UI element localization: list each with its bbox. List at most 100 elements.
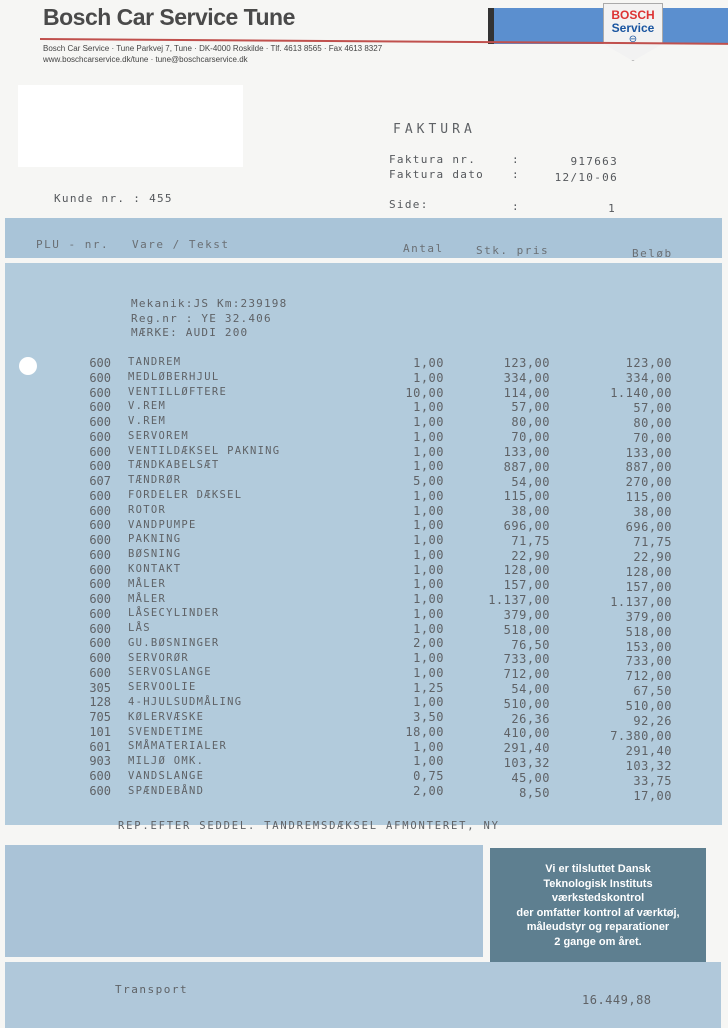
- company-name: Bosch Car Service Tune: [43, 4, 295, 30]
- cell-amount: 510,00: [625, 699, 672, 714]
- cell-amount: 133,00: [625, 445, 672, 460]
- cell-plu: 705: [89, 710, 111, 724]
- sep: :: [512, 168, 520, 181]
- line-item-row: 600 GU.BØSNINGER 2,00 76,50 153,00: [0, 636, 728, 653]
- cell-qty: 1,00: [413, 562, 444, 577]
- notice-line: 2 gange om året.: [554, 935, 642, 948]
- cell-amount: 712,00: [625, 669, 672, 684]
- logo-brand: BOSCH: [611, 8, 655, 22]
- cell-price: 71,75: [511, 533, 550, 548]
- cell-price: 379,00: [503, 607, 550, 622]
- cell-price: 1.137,00: [488, 593, 550, 608]
- cell-amount: 887,00: [625, 460, 672, 475]
- cell-qty: 1,00: [413, 429, 444, 444]
- cell-text: SERVORØR: [128, 651, 189, 664]
- transport-label: Transport: [115, 983, 189, 996]
- cell-qty: 1,00: [413, 547, 444, 562]
- cell-price: 510,00: [503, 696, 550, 711]
- cell-text: FORDELER DÆKSEL: [128, 489, 243, 502]
- cell-amount: 518,00: [625, 624, 672, 639]
- cell-qty: 1,00: [413, 665, 444, 680]
- sep: :: [512, 200, 520, 213]
- cell-price: 133,00: [503, 444, 550, 459]
- cell-plu: 600: [89, 651, 111, 665]
- cell-text: SMÅMATERIALER: [128, 740, 228, 753]
- cell-text: SVENDETIME: [128, 725, 205, 738]
- cell-qty: 1,00: [413, 621, 444, 636]
- cell-text: LÅS: [128, 622, 151, 635]
- cell-qty: 1,00: [413, 370, 444, 385]
- cell-amount: 92,26: [633, 714, 672, 729]
- customer-number: Kunde nr. : 455: [54, 192, 173, 205]
- cell-plu: 600: [89, 562, 111, 577]
- cell-amount: 7.380,00: [610, 729, 672, 744]
- line-item-row: 600 TANDREM 1,00 123,00 123,00: [0, 356, 728, 371]
- table-body-band: [5, 263, 722, 825]
- cell-price: 8,50: [519, 785, 550, 800]
- line-item-row: 600 VENTILLØFTERE 10,00 114,00 1.140,00: [0, 386, 728, 401]
- cell-price: 80,00: [511, 415, 550, 430]
- cell-amount: 157,00: [625, 579, 672, 594]
- cell-price: 518,00: [503, 622, 550, 637]
- line-item-row: 600 PAKNING 1,00 71,75 71,75: [0, 533, 728, 550]
- cell-qty: 5,00: [413, 474, 444, 488]
- cell-price: 70,00: [511, 430, 550, 445]
- cell-price: 123,00: [503, 356, 550, 370]
- punch-hole: [19, 357, 37, 375]
- cell-qty: 1,00: [413, 577, 444, 592]
- cell-amount: 334,00: [625, 370, 672, 385]
- notes-band: [5, 845, 483, 957]
- line-item-row: 600 LÅS 1,00 518,00 518,00: [0, 621, 728, 639]
- cell-text: MEDLØBERHJUL: [128, 370, 220, 383]
- invoice-date-label: Faktura dato: [389, 168, 485, 181]
- cell-qty: 1,25: [413, 680, 444, 695]
- cell-plu: 600: [89, 769, 111, 783]
- cell-plu: 600: [89, 488, 111, 503]
- cell-price: 291,40: [503, 741, 550, 756]
- cell-text: SERVOREM: [128, 429, 189, 442]
- cell-text: V.REM: [128, 400, 167, 413]
- line-item-row: 600 VANDSLANGE 0,75 45,00 33,75: [0, 769, 728, 788]
- cell-qty: 1,00: [413, 695, 444, 710]
- line-item-row: 903 MILJØ OMK. 1,00 103,32 103,32: [0, 754, 728, 773]
- cell-text: SERVOSLANGE: [128, 666, 212, 679]
- cell-amount: 270,00: [625, 475, 672, 490]
- cell-qty: 1,00: [413, 400, 444, 415]
- line-item-row: 600 TÆNDKABELSÆT 1,00 887,00 887,00: [0, 459, 728, 474]
- registration: Reg.nr : YE 32.406: [131, 311, 272, 325]
- line-item-row: 600 V.REM 1,00 57,00 57,00: [0, 400, 728, 415]
- cell-text: TÆNDKABELSÆT: [128, 459, 220, 472]
- cell-plu: 607: [89, 474, 111, 488]
- cell-amount: 67,50: [633, 684, 672, 699]
- line-item-row: 600 SERVOREM 1,00 70,00 70,00: [0, 430, 728, 445]
- cell-qty: 1,00: [413, 415, 444, 429]
- cell-amount: 1.140,00: [610, 385, 672, 400]
- cell-qty: 2,00: [413, 783, 444, 798]
- cell-text: KØLERVÆSKE: [128, 710, 205, 723]
- cell-price: 115,00: [503, 489, 550, 504]
- cell-amount: 103,32: [625, 758, 672, 773]
- cell-qty: 1,00: [413, 444, 444, 459]
- cell-qty: 1,00: [413, 592, 444, 606]
- cell-qty: 1,00: [413, 739, 444, 754]
- notice-line: der omfatter kontrol af værktøj,: [516, 906, 680, 919]
- line-item-row: 600 MEDLØBERHJUL 1,00 334,00 334,00: [0, 371, 728, 386]
- cell-amount: 733,00: [625, 654, 672, 669]
- cell-qty: 1,00: [413, 488, 444, 503]
- cell-price: 733,00: [503, 652, 550, 667]
- cell-plu: 600: [89, 577, 111, 592]
- line-item-row: 607 TÆNDRØR 5,00 54,00 270,00: [0, 474, 728, 489]
- line-item-row: 305 SERVOOLIE 1,25 54,00 67,50: [0, 680, 728, 699]
- invoice-number-label: Faktura nr.: [389, 153, 477, 166]
- cell-text: GU.BØSNINGER: [128, 636, 220, 649]
- cell-amount: 70,00: [633, 430, 672, 445]
- col-header-text: Vare / Tekst: [132, 238, 230, 251]
- line-item-row: 600 V.REM 1,00 80,00 80,00: [0, 415, 728, 430]
- cell-text: MÅLER: [128, 577, 167, 590]
- company-address: Bosch Car Service · Tune Parkvej 7, Tune…: [43, 43, 382, 65]
- cell-plu: 600: [89, 370, 111, 385]
- cell-plu: 305: [89, 680, 111, 695]
- cell-amount: 379,00: [625, 609, 672, 624]
- cell-price: 57,00: [511, 400, 550, 415]
- cell-amount: 71,75: [633, 535, 672, 550]
